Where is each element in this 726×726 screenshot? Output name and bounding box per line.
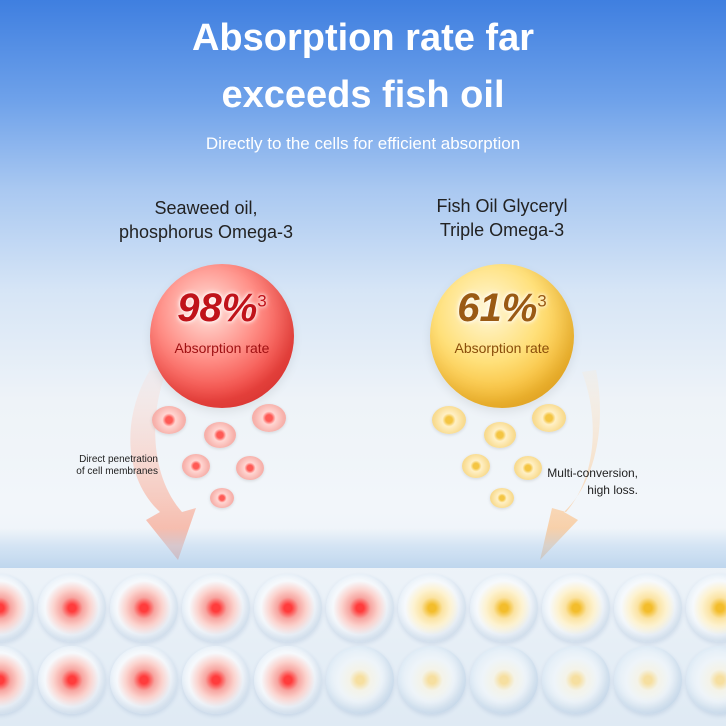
omega-particle [204,422,236,448]
omega-particle [490,488,514,508]
cell [398,646,466,714]
cell [182,574,250,642]
cell [38,574,106,642]
omega-particle [152,406,186,434]
cell [0,646,34,714]
omega-particle [484,422,516,448]
multi-conversion-note: Multi-conversion, high loss. [520,465,638,499]
fish-oil-label-line-1: Fish Oil Glyceryl [436,196,568,216]
cell [614,574,682,642]
fish-oil-absorption-rate-label: Absorption rate [454,340,550,356]
cell [686,574,726,642]
note-line: of cell membranes [76,466,158,477]
cell [542,574,610,642]
cell [470,646,538,714]
fish-oil-label-line-2: Triple Omega-3 [439,220,565,240]
cell [110,574,178,642]
headline-line-2: exceeds fish oil [221,74,505,116]
omega-particle [432,406,466,434]
seaweed-absorption-rate-label: Absorption rate [174,340,270,356]
fish-oil-absorption-ball: 61%3 Absorption rate [430,264,574,408]
omega-particle [462,454,490,478]
cell [470,574,538,642]
cell [38,646,106,714]
seaweed-absorption-ball: 98%3 Absorption rate [150,264,294,408]
seaweed-oil-label: Seaweed oil, phosphorus Omega-3 [76,196,336,244]
cell [398,574,466,642]
left-arrow-icon [130,370,196,560]
cell [326,574,394,642]
cell [110,646,178,714]
omega-particle [252,404,286,432]
omega-particle [210,488,234,508]
note-line: Multi-conversion, [547,466,638,480]
fish-oil-label: Fish Oil Glyceryl Triple Omega-3 [372,194,632,242]
omega-particle [532,404,566,432]
seaweed-oil-label-line-1: Seaweed oil, [154,198,258,218]
footnote-marker: 3 [257,291,267,311]
cell [254,574,322,642]
direct-penetration-note: Direct penetration of cell membranes [40,454,158,478]
cell-row-2 [0,642,726,718]
footnote-marker: 3 [537,291,547,311]
right-arrow-icon [540,370,601,560]
cell [542,646,610,714]
water-surface [0,528,726,568]
subtitle: Directly to the cells for efficient abso… [205,134,521,153]
note-line: high loss. [587,483,638,497]
cell [686,646,726,714]
fish-oil-absorption-percent: 61%3 [457,286,547,330]
omega-particle [514,456,542,480]
omega-particle [236,456,264,480]
cell [254,646,322,714]
omega-particle [182,454,210,478]
cell [326,646,394,714]
cell [182,646,250,714]
seaweed-absorption-percent: 98%3 [177,286,267,330]
note-line: Direct penetration [79,454,158,465]
cell-row-1 [0,570,726,646]
headline-line-1: Absorption rate far [191,17,535,59]
cell [0,574,34,642]
seaweed-oil-label-line-2: phosphorus Omega-3 [118,222,294,242]
cell [614,646,682,714]
